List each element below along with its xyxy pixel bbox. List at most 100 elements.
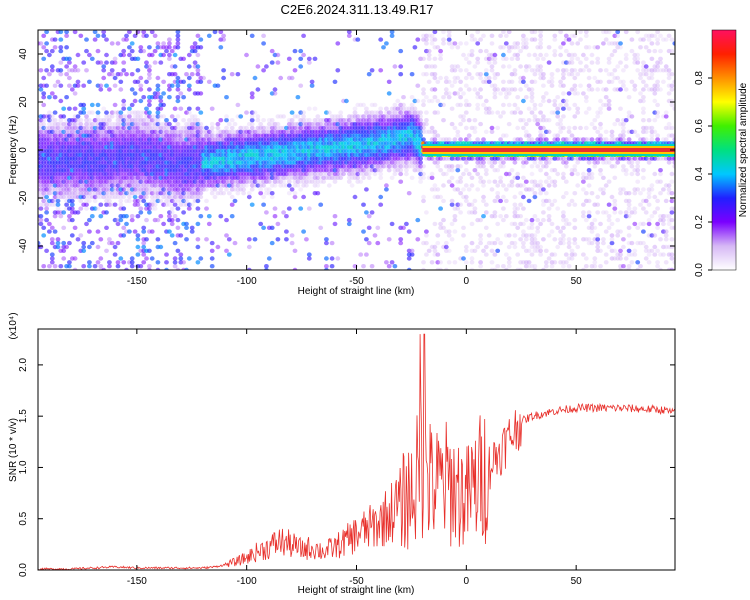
spectrogram-cell — [495, 125, 501, 131]
spectrogram-cell — [101, 118, 107, 123]
spectrogram-cell — [503, 198, 509, 204]
spectrogram-cell — [284, 214, 289, 219]
spectrogram-cell — [581, 52, 586, 58]
spectrogram-cell — [469, 175, 475, 180]
spectrogram-cell — [569, 133, 575, 138]
spectrogram-cell — [618, 60, 623, 65]
spectrogram-cell — [481, 137, 486, 142]
spectrogram-cell — [492, 240, 498, 246]
spectrogram-cell — [561, 233, 566, 238]
spectrogram-cell — [515, 175, 521, 180]
spectrogram-cell — [264, 129, 269, 134]
spectrogram-cell — [75, 191, 81, 196]
spectrogram-cell — [281, 114, 286, 119]
spectrogram-cell — [475, 30, 481, 35]
spectrogram-cell — [224, 187, 229, 192]
spectrogram-cell — [523, 37, 529, 42]
spectrogram-cell — [41, 125, 47, 131]
spectrogram-cell — [69, 217, 75, 223]
spectrogram-cell — [135, 68, 141, 73]
spectrogram-cell — [569, 171, 575, 177]
spectrogram-cell — [141, 194, 147, 200]
spectrogram-cell — [212, 187, 218, 192]
spectrogram-cell — [126, 194, 132, 200]
spectrogram-cell — [87, 198, 92, 204]
spectrogram-cell — [458, 95, 463, 100]
spectrogram-cell — [612, 87, 618, 92]
spectrogram-cell — [475, 137, 481, 142]
spectrogram-cell — [401, 225, 406, 230]
spectrogram-cell — [269, 60, 275, 65]
spectrogram-cell — [529, 217, 535, 223]
spectrogram-cell — [441, 102, 446, 108]
spectrogram-cell — [452, 187, 458, 192]
spectrogram-cell — [401, 95, 406, 100]
spectrogram-cell — [395, 160, 401, 165]
spectrogram-cell — [44, 194, 49, 200]
spectrogram-cell — [541, 217, 546, 223]
spectrogram-cell — [583, 191, 589, 196]
spectrogram-cell — [641, 72, 646, 77]
spectrogram-cell — [612, 210, 618, 215]
spectrogram-cell — [521, 244, 526, 250]
spectrogram-cell — [329, 118, 335, 123]
spectrogram-cell — [226, 133, 232, 138]
spectrogram-cell — [195, 52, 201, 58]
spectrogram-cell — [361, 114, 366, 119]
spectrogram-cell — [104, 114, 109, 119]
spectrogram-cell — [181, 194, 187, 200]
spectrogram-cell — [646, 160, 652, 165]
spectrogram-cell — [186, 110, 192, 115]
spectrogram-cell — [518, 156, 523, 161]
spectrogram-cell — [209, 191, 215, 196]
spectrogram-cell — [526, 198, 532, 204]
spectrogram-cell — [221, 129, 227, 134]
spectrogram-cell — [72, 68, 78, 73]
spectrogram-cell — [618, 137, 623, 142]
spectrogram-cell — [167, 191, 172, 196]
spectrogram-cell — [558, 52, 563, 58]
spectrogram-cell — [532, 79, 538, 85]
spectrogram-cell — [264, 179, 269, 184]
spectrogram-cell — [623, 64, 629, 69]
spectrogram-cell — [89, 121, 95, 127]
spectrogram-cell — [489, 187, 495, 192]
spectrogram-cell — [612, 206, 618, 211]
spectrogram-cell — [107, 125, 112, 131]
spectrogram-cell — [338, 171, 344, 177]
spectrogram-cell — [224, 95, 229, 100]
spectrogram-cell — [167, 229, 172, 234]
spectrogram-cell — [623, 56, 629, 61]
spectrogram-cell — [492, 95, 498, 100]
spectrogram-cell — [466, 137, 472, 142]
spectrogram-cell — [532, 114, 538, 119]
spectrogram-cell — [529, 171, 535, 177]
spectrogram-cell — [509, 79, 515, 85]
spectrogram-cell — [98, 237, 104, 242]
spectrogram-cell — [147, 64, 152, 69]
spectrogram-cell — [406, 191, 412, 196]
spectrogram-cell — [458, 179, 463, 184]
spectrogram-cell — [112, 217, 118, 223]
spectrogram-cell — [495, 72, 501, 77]
spectrogram-cell — [64, 30, 69, 35]
spectrogram-cell — [201, 137, 207, 142]
spectrogram-cell — [432, 221, 438, 227]
spectrogram-cell — [432, 183, 438, 188]
spectrogram-cell — [612, 164, 618, 169]
spectrogram-cell — [575, 137, 581, 142]
spectrogram-cell — [149, 198, 155, 204]
spectrogram-cell — [298, 175, 304, 180]
spectrogram-cell — [518, 110, 523, 115]
spectrogram-cell — [529, 68, 535, 73]
spectrogram-cell — [269, 125, 275, 131]
spectrogram-cell — [523, 83, 529, 88]
spectrogram-cell — [81, 102, 87, 108]
spectrogram-cell — [595, 110, 601, 115]
spectrogram-cell — [75, 79, 81, 85]
spectrogram-cell — [58, 68, 64, 73]
spectrogram-cell — [49, 118, 55, 123]
spectrogram-cell — [549, 221, 555, 227]
spectrogram-cell — [443, 244, 449, 250]
